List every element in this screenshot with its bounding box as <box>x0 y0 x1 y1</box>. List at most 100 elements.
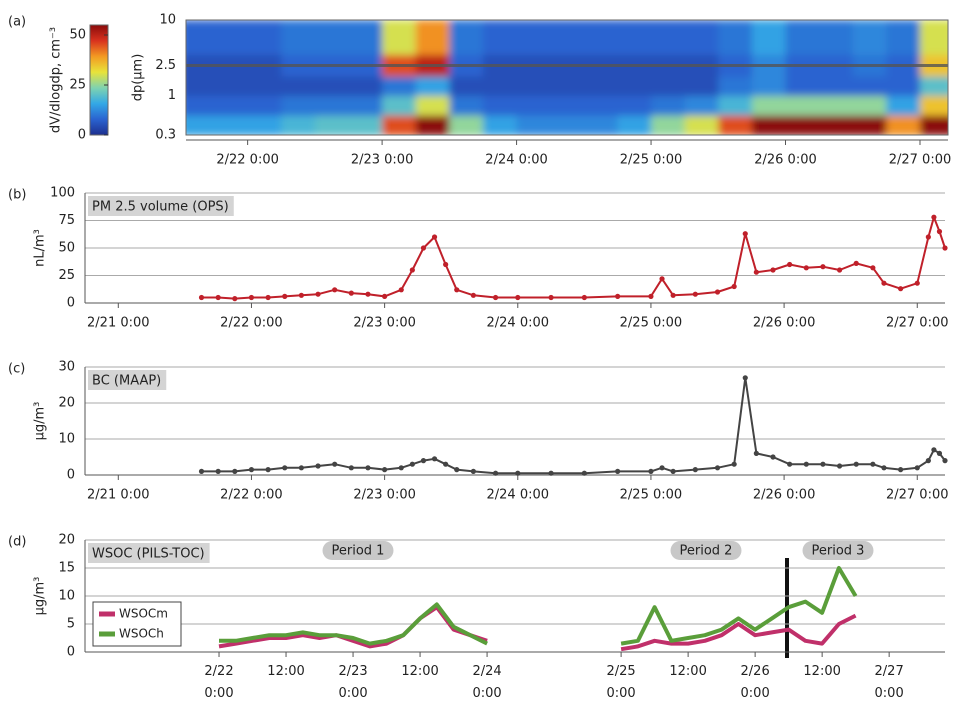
data-point <box>348 465 354 471</box>
x-tick-label: 2/27 0:00 <box>886 316 949 331</box>
heatmap-cell <box>550 20 585 55</box>
heatmap-cell <box>449 115 484 135</box>
x-tick-label: 2/23 0:00 <box>353 316 416 331</box>
data-point <box>836 267 843 273</box>
heatmap-cell <box>852 95 887 116</box>
heatmap-cell <box>247 20 282 55</box>
heatmap-cell <box>516 76 551 97</box>
y-tick-label: 0 <box>67 468 75 483</box>
data-point <box>787 461 793 467</box>
y-tick-label: 0 <box>67 645 75 660</box>
data-point <box>870 461 876 467</box>
y-axis-label: µg/m³ <box>33 402 48 441</box>
heatmap-cell <box>886 20 921 55</box>
heatmap-cell <box>583 95 618 116</box>
x-tick-label: 2/26 0:00 <box>753 316 816 331</box>
x-tick-label: 2/23 0:00 <box>351 153 414 168</box>
heatmap-cell <box>186 115 215 135</box>
heatmap-cell <box>785 95 820 116</box>
heatmap-cell <box>281 20 316 55</box>
data-point <box>931 214 937 220</box>
plot-frame <box>185 19 949 136</box>
legend-label: WSOCm <box>119 607 168 621</box>
data-point <box>232 296 238 302</box>
data-point <box>470 468 476 474</box>
heatmap-cell <box>382 20 417 55</box>
data-point <box>382 467 388 473</box>
data-point <box>942 458 948 464</box>
data-point <box>753 269 759 275</box>
panel-label: (d) <box>8 535 26 550</box>
data-point <box>925 458 931 464</box>
y-tick-label: 10 <box>58 432 75 447</box>
x-tick-label: 2/24 0:00 <box>487 488 550 503</box>
annotation: Period 3 <box>812 544 865 559</box>
heatmap-cell <box>583 115 618 135</box>
data-point <box>470 292 476 298</box>
panel-label: (a) <box>8 15 26 30</box>
data-point <box>431 234 438 240</box>
legend-label: WSOCh <box>119 627 164 641</box>
heatmap-cell <box>247 76 282 97</box>
data-point <box>581 470 587 476</box>
heatmap-cell <box>718 76 753 97</box>
heatmap-cell <box>314 20 349 55</box>
y-tick-label: 0.3 <box>155 128 176 143</box>
colorbar-label: dV/dlogdp, cm⁻³ <box>49 27 64 133</box>
data-point <box>548 294 554 301</box>
heatmap-cell <box>482 76 518 97</box>
data-point <box>515 294 521 301</box>
data-point <box>265 467 271 473</box>
annotation: Period 2 <box>680 544 733 559</box>
data-point <box>881 465 887 471</box>
heatmap-cell <box>214 95 249 116</box>
heatmap-cell <box>449 95 484 116</box>
heatmap-cell <box>281 76 316 97</box>
heatmap-cell <box>449 20 484 55</box>
colorbar-tick-label: 50 <box>69 28 86 43</box>
x-tick-label: 2/26 0:00 <box>740 664 770 701</box>
data-point <box>787 261 793 268</box>
data-point <box>265 294 271 301</box>
x-tick-label: 12:00 <box>669 664 707 679</box>
data-point <box>492 470 499 476</box>
data-point <box>881 280 887 286</box>
panel-label: (b) <box>8 188 26 203</box>
data-point <box>248 294 255 301</box>
data-point <box>248 467 255 473</box>
heatmap-cell <box>382 76 417 97</box>
data-point <box>670 468 676 474</box>
data-point <box>215 294 221 301</box>
heatmap-cell <box>550 76 585 97</box>
heatmap-cell <box>314 115 349 135</box>
y-tick-label: 75 <box>58 213 75 228</box>
panel-title: PM 2.5 volume (OPS) <box>92 200 229 215</box>
data-point <box>315 291 321 297</box>
x-tick-label: 2/23 0:00 <box>353 488 416 503</box>
data-point <box>215 468 221 474</box>
data-point <box>820 264 826 270</box>
title-box <box>88 370 167 390</box>
heatmap-cell <box>819 76 854 97</box>
heatmap-cell <box>919 76 948 97</box>
data-point <box>348 290 354 296</box>
annotation-box <box>670 541 742 560</box>
heatmap-cell <box>852 20 887 55</box>
data-point <box>870 265 876 271</box>
series-line <box>201 376 946 475</box>
x-tick-label: 2/26 0:00 <box>754 153 817 168</box>
data-point <box>853 461 859 467</box>
heatmap-cell <box>684 20 719 55</box>
heatmap-cell <box>415 76 450 97</box>
title-box <box>88 543 210 563</box>
heatmap-cells <box>186 20 948 135</box>
data-point <box>332 287 338 293</box>
heatmap-cell <box>583 76 618 97</box>
heatmap-cell <box>382 115 417 135</box>
heatmap-cell <box>651 115 686 135</box>
heatmap-cell <box>751 95 787 116</box>
data-point <box>714 465 721 471</box>
y-axis-label: µg/m³ <box>33 577 48 616</box>
data-point <box>648 293 654 299</box>
data-point <box>382 293 388 299</box>
